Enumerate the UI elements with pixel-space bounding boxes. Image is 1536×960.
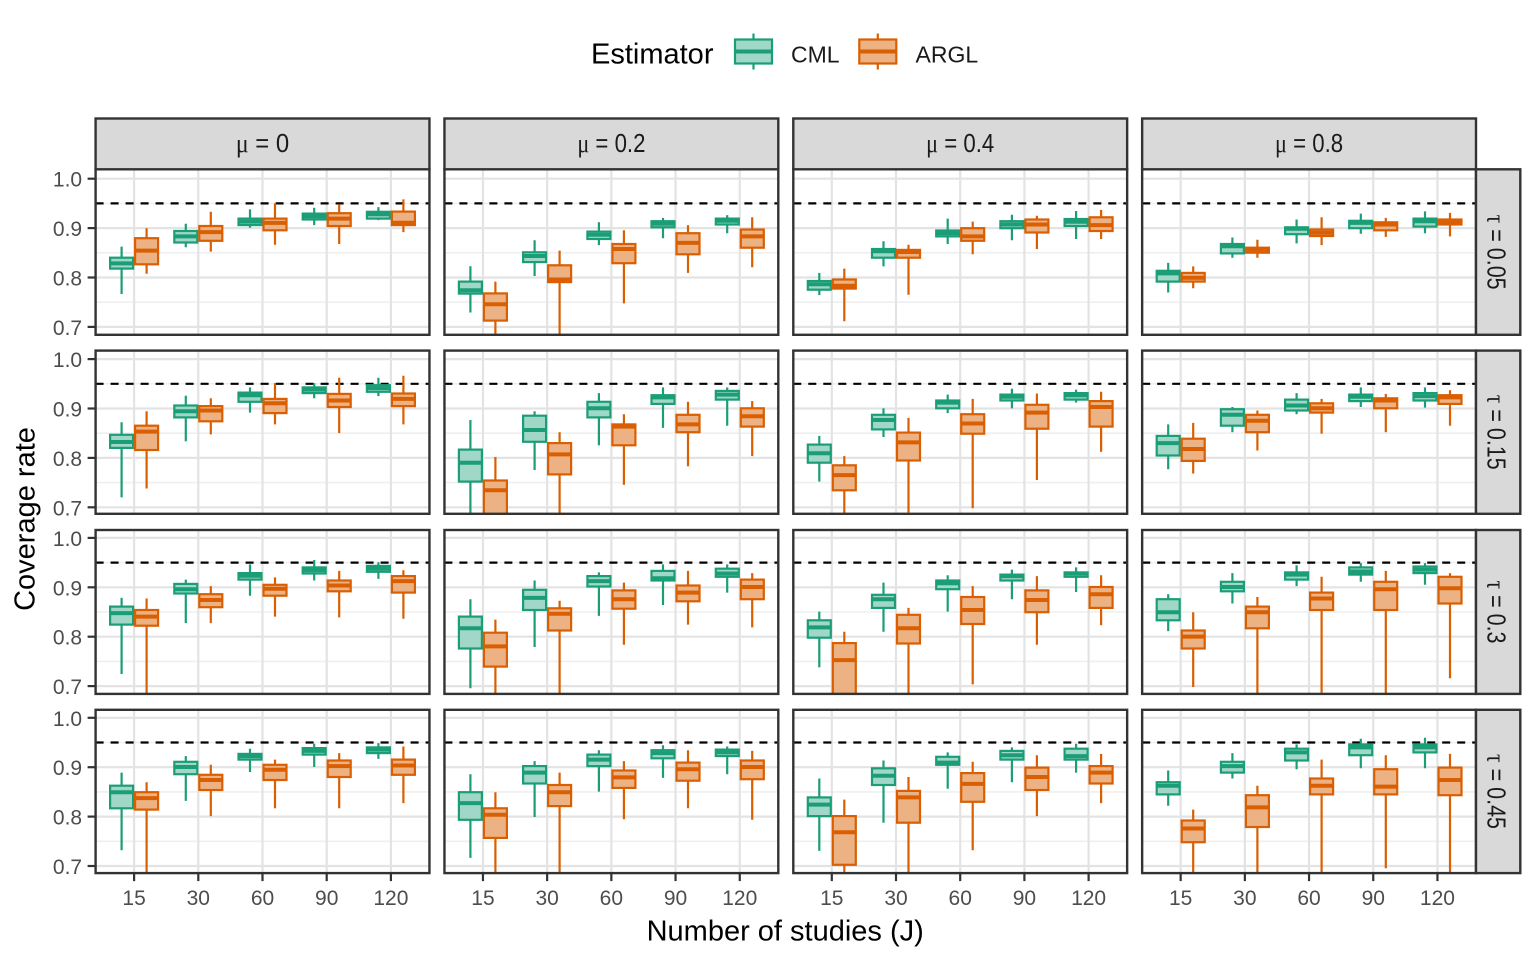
svg-text:120: 120 <box>722 887 757 910</box>
svg-text:30: 30 <box>535 887 558 910</box>
svg-text:90: 90 <box>315 887 338 910</box>
svg-text:15: 15 <box>122 887 145 910</box>
svg-text:0.7: 0.7 <box>53 676 82 699</box>
svg-text:0.9: 0.9 <box>53 218 82 241</box>
svg-text:τ = 0.45: τ = 0.45 <box>1481 754 1511 829</box>
svg-text:τ = 0.15: τ = 0.15 <box>1481 395 1511 470</box>
svg-text:0.9: 0.9 <box>53 757 82 780</box>
svg-text:15: 15 <box>820 887 843 910</box>
svg-text:120: 120 <box>373 887 408 910</box>
svg-text:90: 90 <box>664 887 687 910</box>
svg-text:30: 30 <box>187 887 210 910</box>
svg-text:Coverage rate: Coverage rate <box>10 427 42 611</box>
svg-text:0.9: 0.9 <box>53 577 82 600</box>
svg-text:60: 60 <box>251 887 274 910</box>
svg-text:60: 60 <box>949 887 972 910</box>
svg-text:30: 30 <box>1233 887 1256 910</box>
svg-text:0.8: 0.8 <box>53 807 82 830</box>
svg-text:μ = 0.4: μ = 0.4 <box>926 128 994 158</box>
svg-text:120: 120 <box>1420 887 1455 910</box>
svg-text:1.0: 1.0 <box>53 169 82 192</box>
svg-text:τ = 0.3: τ = 0.3 <box>1481 581 1511 644</box>
svg-text:1.0: 1.0 <box>53 528 82 551</box>
svg-text:0.7: 0.7 <box>53 497 82 520</box>
svg-text:15: 15 <box>471 887 494 910</box>
svg-text:Estimator: Estimator <box>591 38 714 70</box>
svg-text:CML: CML <box>791 42 840 68</box>
svg-text:τ = 0.05: τ = 0.05 <box>1481 215 1511 290</box>
svg-text:60: 60 <box>600 887 623 910</box>
svg-text:15: 15 <box>1169 887 1192 910</box>
svg-text:0.9: 0.9 <box>53 399 82 422</box>
svg-text:1.0: 1.0 <box>53 349 82 372</box>
svg-text:0.8: 0.8 <box>53 268 82 291</box>
svg-text:μ = 0.2: μ = 0.2 <box>577 128 645 158</box>
svg-text:μ = 0: μ = 0 <box>236 128 289 158</box>
svg-text:90: 90 <box>1013 887 1036 910</box>
svg-text:Number of studies (J): Number of studies (J) <box>647 916 924 948</box>
svg-text:30: 30 <box>884 887 907 910</box>
svg-text:60: 60 <box>1297 887 1320 910</box>
svg-text:0.7: 0.7 <box>53 856 82 879</box>
svg-text:0.8: 0.8 <box>53 627 82 650</box>
svg-text:0.8: 0.8 <box>53 448 82 471</box>
svg-text:120: 120 <box>1071 887 1106 910</box>
svg-text:90: 90 <box>1362 887 1385 910</box>
svg-text:1.0: 1.0 <box>53 708 82 731</box>
svg-text:μ = 0.8: μ = 0.8 <box>1275 128 1343 158</box>
svg-text:0.7: 0.7 <box>53 317 82 340</box>
svg-text:ARGL: ARGL <box>916 42 979 68</box>
